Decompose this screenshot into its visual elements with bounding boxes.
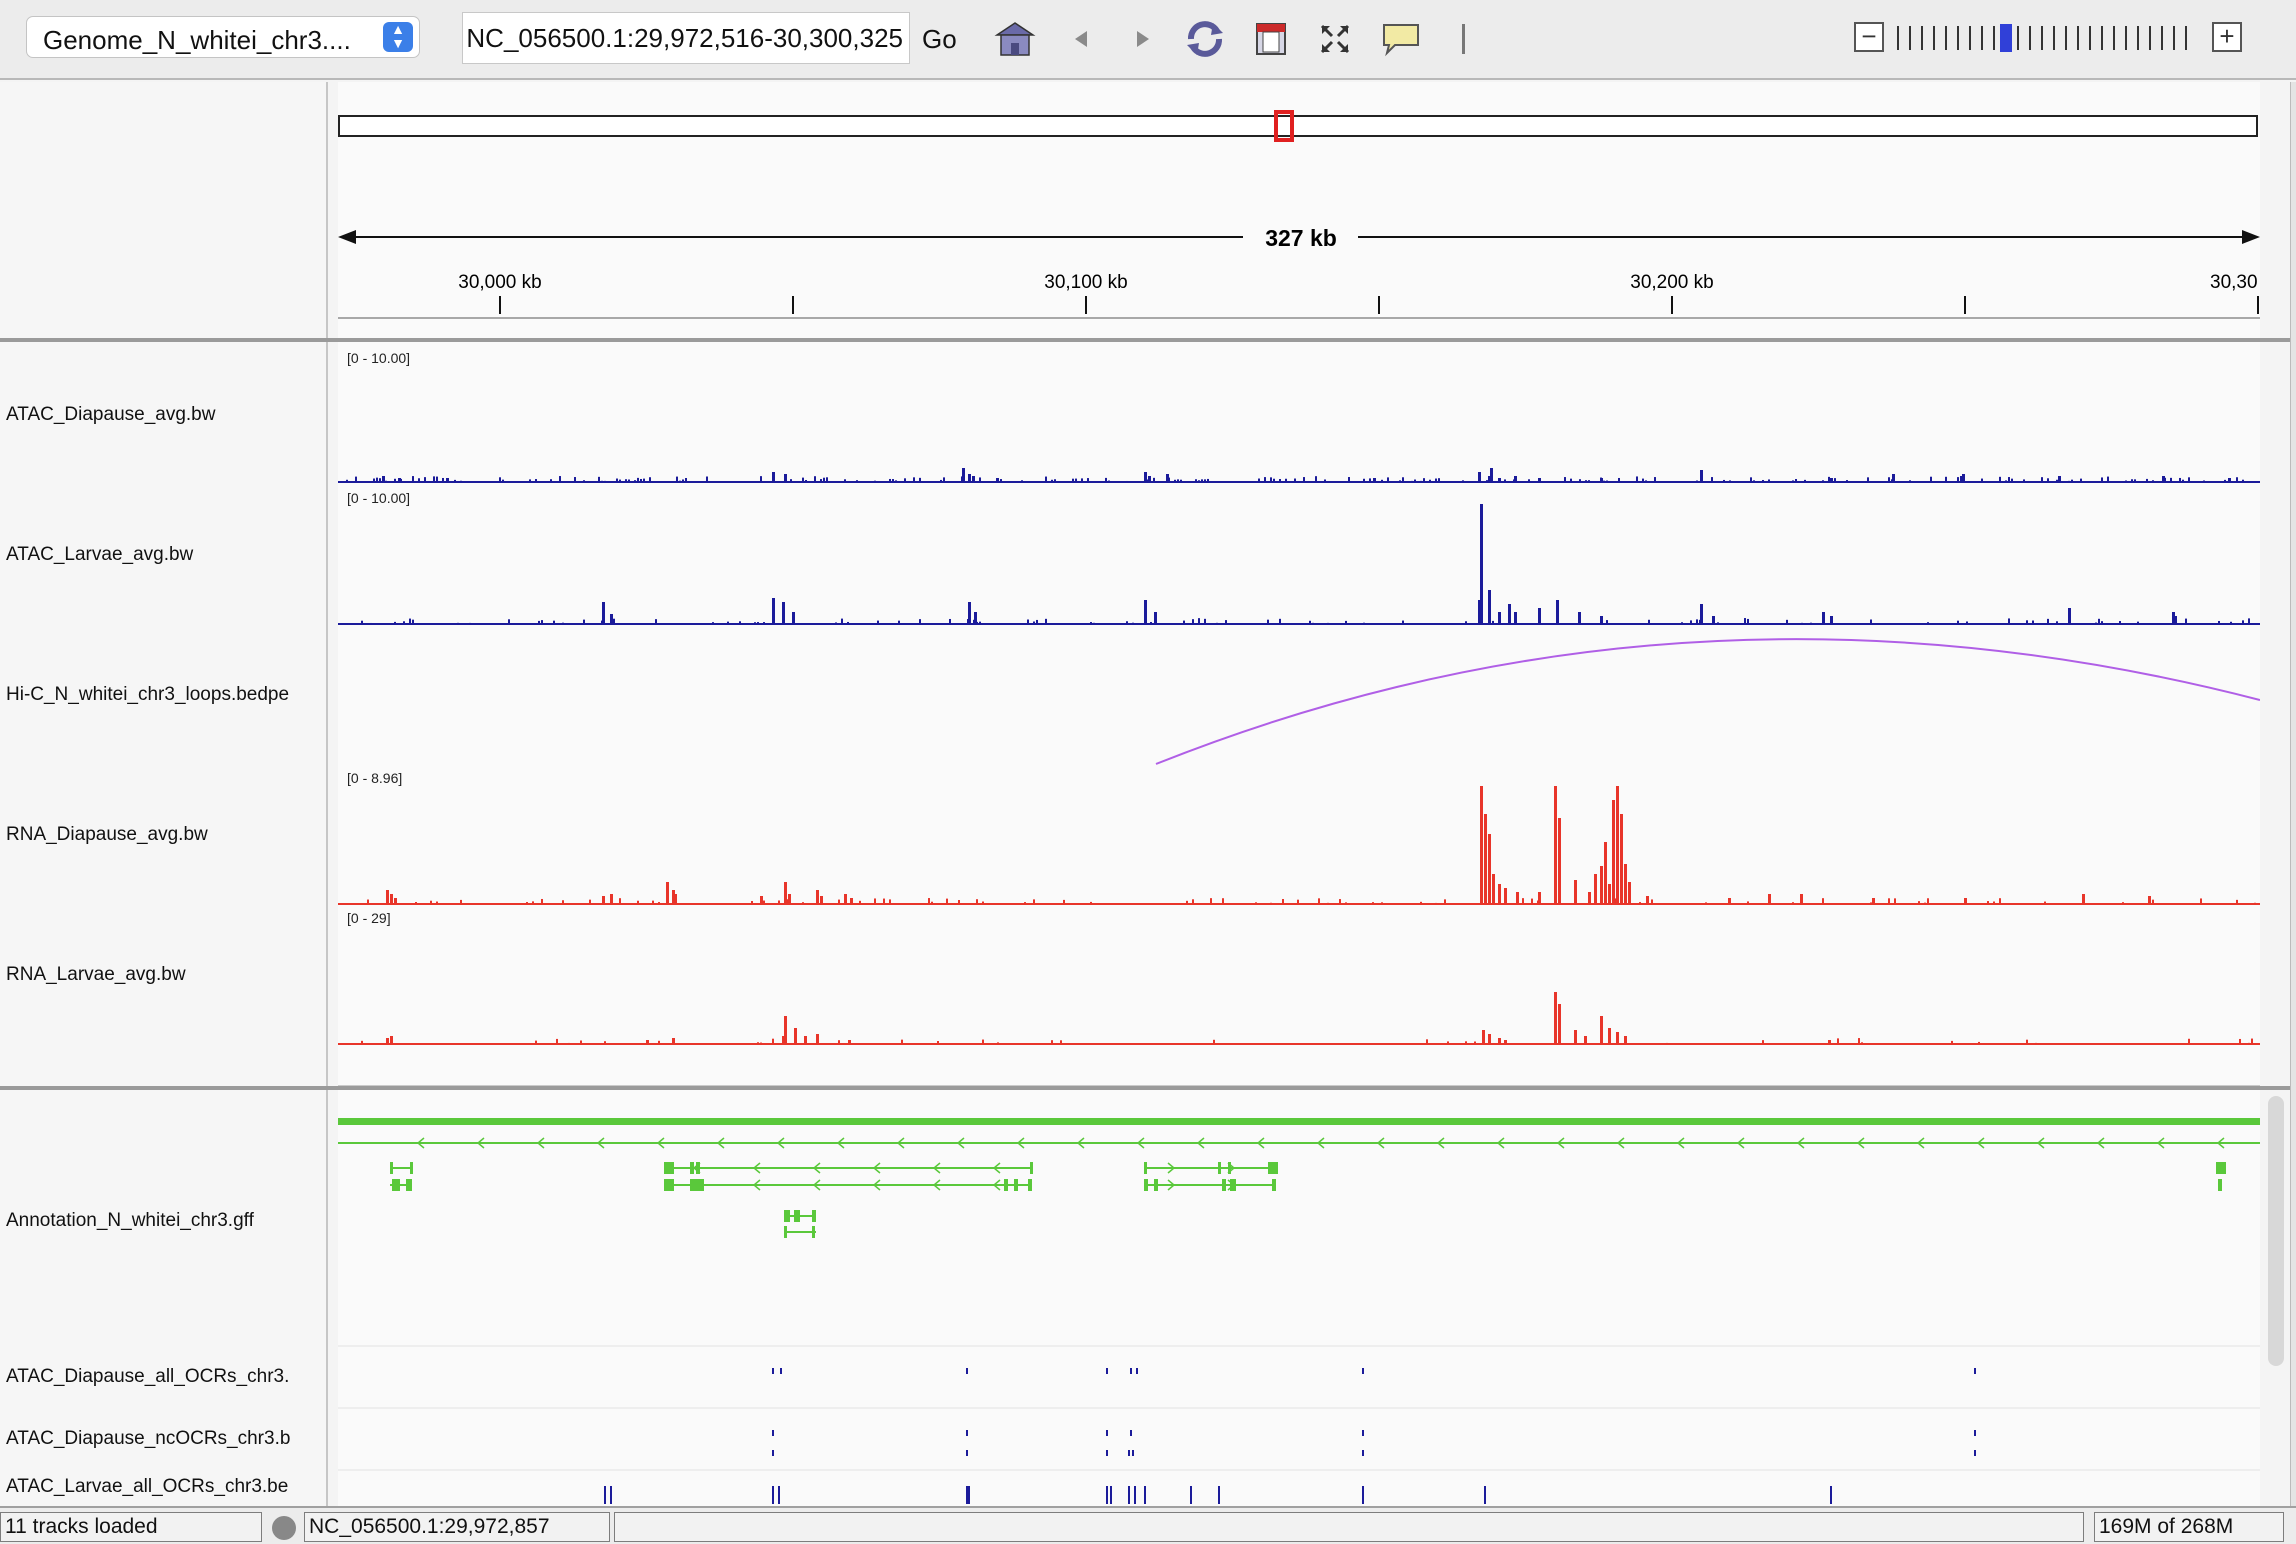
panel-divider[interactable] <box>0 1086 2296 1090</box>
transcript <box>784 1210 816 1222</box>
scrollbar[interactable] <box>2268 1096 2284 1366</box>
transcript <box>664 1162 1033 1174</box>
back-icon[interactable] <box>1058 16 1104 62</box>
track-name[interactable]: ATAC_Larvae_all_OCRs_chr3.be <box>6 1476 289 1497</box>
position-status: NC_056500.1:29,972,857 <box>304 1512 610 1542</box>
span-label: 327 kb <box>1265 225 1337 251</box>
track-name[interactable]: ATAC_Diapause_ncOCRs_chr3.b <box>6 1428 291 1449</box>
signal-bars <box>361 504 2250 624</box>
track-name[interactable]: ATAC_Diapause_avg.bw <box>6 404 216 425</box>
transcript <box>390 1179 412 1191</box>
transcript <box>1144 1162 1278 1174</box>
popup-info-icon[interactable] <box>1378 16 1424 62</box>
tick-label: 30,30 <box>2210 272 2258 293</box>
ocr-features <box>604 1486 1832 1504</box>
tick-label: 30,200 kb <box>1630 272 1713 293</box>
right-edge <box>2290 82 2296 1506</box>
tick-label: 30,000 kb <box>458 272 541 293</box>
feature-track-panel[interactable] <box>338 1090 2260 1506</box>
track-name[interactable]: ATAC_Diapause_all_OCRs_chr3. <box>6 1366 290 1387</box>
ruler-label-column <box>0 82 328 340</box>
forward-icon[interactable] <box>1120 16 1166 62</box>
track-range: [0 - 10.00] <box>347 490 411 506</box>
ocr-features <box>772 1368 1976 1374</box>
track-name[interactable]: Annotation_N_whitei_chr3.gff <box>6 1210 254 1231</box>
track-name[interactable]: Hi-C_N_whitei_chr3_loops.bedpe <box>6 684 290 705</box>
refresh-icon[interactable] <box>1182 16 1228 62</box>
track-range: [0 - 29] <box>347 910 391 926</box>
track-range: [0 - 8.96] <box>347 770 403 786</box>
tracks-loaded-status: 11 tracks loaded <box>0 1512 262 1542</box>
track-range: [0 - 10.00] <box>347 350 411 366</box>
signal-bars <box>367 786 2256 904</box>
genome-dropdown-value: Genome_N_whitei_chr3.... <box>43 25 351 55</box>
ruler-panel[interactable]: 327 kb 30,000 kb 30,100 kb 30,200 kb 30,… <box>338 82 2260 340</box>
tick-label: 30,100 kb <box>1044 272 1127 293</box>
activity-indicator-icon <box>272 1516 296 1540</box>
zoom-slider-thumb[interactable] <box>2000 24 2012 52</box>
transcript <box>784 1226 816 1238</box>
chromosome-ideogram <box>338 115 2258 137</box>
roi-icon[interactable] <box>1248 16 1294 62</box>
panel-divider[interactable] <box>0 338 2296 342</box>
feature-track-label-column: Annotation_N_whitei_chr3.gff ATAC_Diapau… <box>0 1090 328 1506</box>
separator-icon <box>1440 16 1486 62</box>
signal-bars <box>346 468 2244 482</box>
toolbar: Genome_N_whitei_chr3.... ▲ ▼ NC_056500.1:… <box>0 0 2296 80</box>
home-icon[interactable] <box>992 16 1038 62</box>
track-name[interactable]: RNA_Diapause_avg.bw <box>6 824 208 845</box>
hic-loop-arc <box>1155 638 2260 765</box>
zoom-in-icon[interactable]: + <box>2212 22 2242 52</box>
genome-dropdown[interactable]: Genome_N_whitei_chr3.... ▲ ▼ <box>26 16 420 58</box>
chevron-updown-icon: ▲ ▼ <box>383 22 413 52</box>
status-bar: 11 tracks loaded NC_056500.1:29,972,857 … <box>0 1506 2296 1544</box>
transcript <box>1144 1179 1276 1191</box>
fit-window-icon[interactable] <box>1312 16 1358 62</box>
ocr-features <box>772 1430 1976 1436</box>
locus-input[interactable]: NC_056500.1:29,972,516-30,300,325 <box>462 12 910 64</box>
message-status <box>614 1512 2084 1542</box>
gene-span-bar <box>338 1118 2260 1125</box>
signal-bars <box>361 992 2253 1044</box>
data-track-panel[interactable] <box>338 342 2260 1086</box>
current-region-marker <box>1274 110 1294 142</box>
ocr-features <box>772 1450 1976 1456</box>
memory-status[interactable]: 169M of 268M <box>2094 1512 2284 1542</box>
track-name[interactable]: RNA_Larvae_avg.bw <box>6 964 186 985</box>
data-track-label-column: ATAC_Diapause_avg.bw ATAC_Larvae_avg.bw … <box>0 342 328 1086</box>
track-name[interactable]: ATAC_Larvae_avg.bw <box>6 544 194 565</box>
zoom-out-icon[interactable]: − <box>1854 22 1884 52</box>
transcript <box>664 1179 1032 1191</box>
zoom-slider[interactable] <box>1896 20 2206 54</box>
zoom-widget[interactable]: − + <box>1854 20 2242 60</box>
locus-input-value: NC_056500.1:29,972,516-30,300,325 <box>466 23 903 53</box>
transcript <box>390 1162 413 1174</box>
go-button[interactable]: Go <box>922 24 957 54</box>
